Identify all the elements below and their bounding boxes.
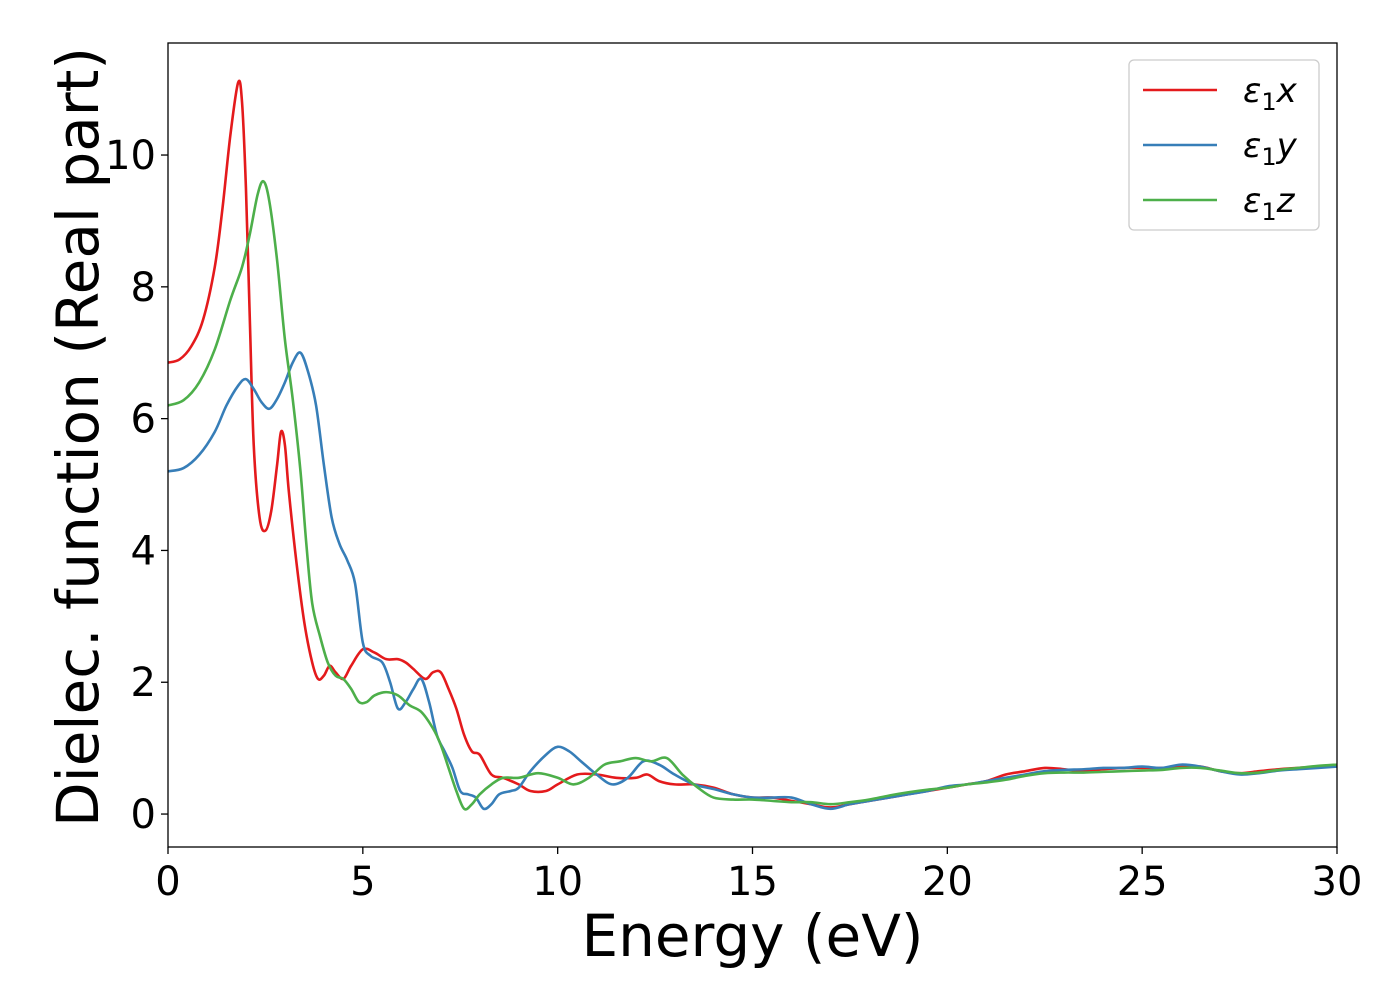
y-tick-label: 10 [105,133,156,179]
series-line-z [168,179,1337,811]
series-line-x [168,79,1337,809]
legend-label-x: ε1x [1243,71,1298,116]
x-tick-label: 5 [350,859,375,905]
legend-label-y: ε1y [1243,126,1298,171]
series-line-y [168,351,1337,811]
y-axis-label: Dielec. function (Real part) [44,47,112,827]
x-axis-ticks: 0 5 10 15 20 25 30 [155,847,1362,905]
legend-label-z: ε1z [1243,181,1296,226]
x-tick-label: 25 [1117,859,1168,905]
y-tick-label: 2 [131,660,156,706]
plot-area [167,42,1338,848]
x-tick-label: 15 [727,859,778,905]
y-tick-label: 8 [131,265,156,311]
x-tick-label: 30 [1312,859,1363,905]
x-tick-label: 10 [532,859,583,905]
y-tick-label: 0 [131,792,156,838]
x-tick-label: 20 [922,859,973,905]
y-tick-label: 4 [131,528,156,574]
legend-box [1128,59,1320,231]
x-axis-label: Energy (eV) [581,902,923,970]
legend: ε1x ε1y ε1z [1128,59,1320,231]
y-tick-label: 6 [131,397,156,443]
x-tick-label: 0 [155,859,180,905]
y-axis-ticks: 0 2 4 6 8 10 [105,133,168,838]
series-lines [168,79,1337,811]
